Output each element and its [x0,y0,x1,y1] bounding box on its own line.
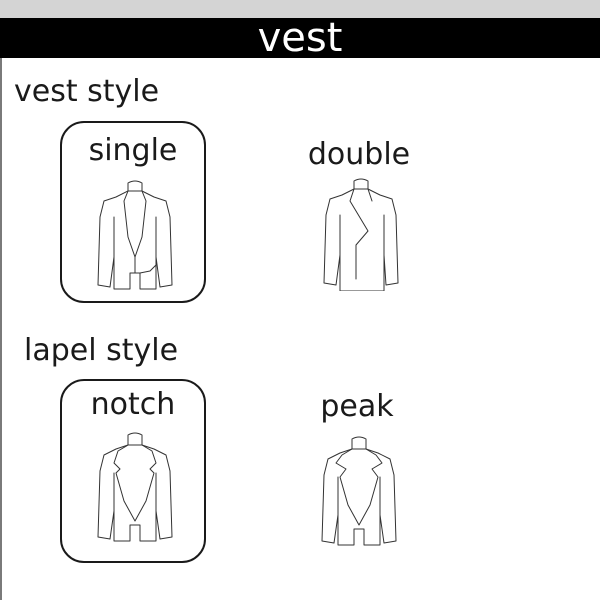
page-title: vest [0,18,600,58]
vest-style-heading: vest style [14,74,160,109]
option-label-peak: peak [320,389,394,424]
option-label-double: double [307,137,411,172]
single-breasted-jacket-icon [94,177,176,293]
top-strip [0,0,600,18]
left-border [0,58,2,600]
vest-style-option-single[interactable]: single [60,121,206,303]
option-label-single: single [88,133,178,168]
peak-lapel-jacket-icon [318,433,400,549]
lapel-style-option-notch[interactable]: notch [60,379,206,563]
lapel-style-heading: lapel style [24,333,179,368]
double-breasted-jacket-icon [320,175,402,291]
notch-lapel-jacket-icon [94,429,176,545]
lapel-style-option-peak[interactable]: peak [284,381,430,565]
option-label-notch: notch [90,387,176,422]
vest-style-option-double[interactable]: double [286,125,432,307]
